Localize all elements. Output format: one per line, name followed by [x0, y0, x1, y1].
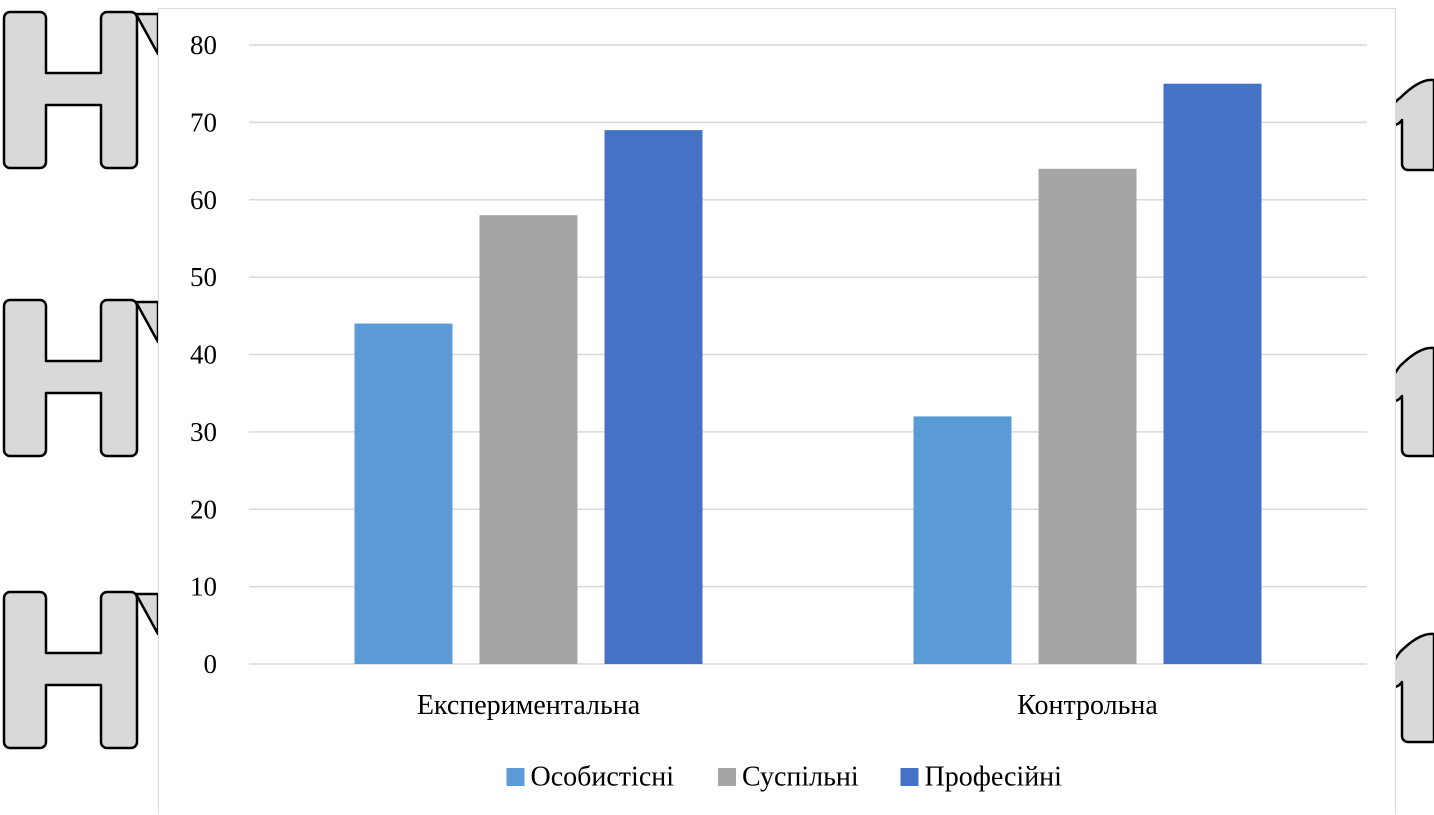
legend-swatch: [506, 768, 525, 786]
bar: [1163, 83, 1262, 664]
watermark-letter: [2, 590, 139, 750]
watermark-letter: [134, 592, 160, 636]
bar: [604, 130, 703, 665]
y-tick-label: 40: [190, 340, 217, 370]
legend-swatch: [900, 768, 919, 786]
category-label: Контрольна: [1017, 690, 1158, 721]
watermark-letter: [2, 10, 139, 170]
y-tick-label: 50: [190, 262, 217, 292]
bar: [479, 215, 578, 664]
legend-label: Суспільні: [742, 762, 859, 793]
watermark-letter: [134, 300, 160, 344]
y-tick-label: 80: [190, 30, 217, 60]
legend-label: Особистісні: [531, 762, 675, 793]
bar: [913, 416, 1012, 664]
y-tick-label: 0: [204, 649, 218, 679]
bar-chart: 0 10 20 30 40 50 60 70 80 Експериментальна Контрол…: [190, 30, 1367, 793]
y-tick-label: 70: [190, 107, 217, 137]
y-tick-label: 60: [190, 185, 217, 215]
watermark-letter: [134, 12, 160, 56]
legend-swatch: [718, 768, 736, 786]
bar: [354, 323, 453, 664]
category-label: Експериментальна: [417, 690, 641, 721]
bar: [1038, 168, 1137, 665]
legend-label: Професійні: [925, 762, 1063, 793]
watermark-letter: [2, 298, 139, 458]
y-tick-label: 10: [190, 572, 217, 602]
y-tick-label: 30: [190, 417, 217, 447]
chart-area: 0 10 20 30 40 50 60 70 80 Експериментальна Контрол…: [158, 8, 1396, 814]
y-tick-label: 20: [190, 494, 217, 524]
